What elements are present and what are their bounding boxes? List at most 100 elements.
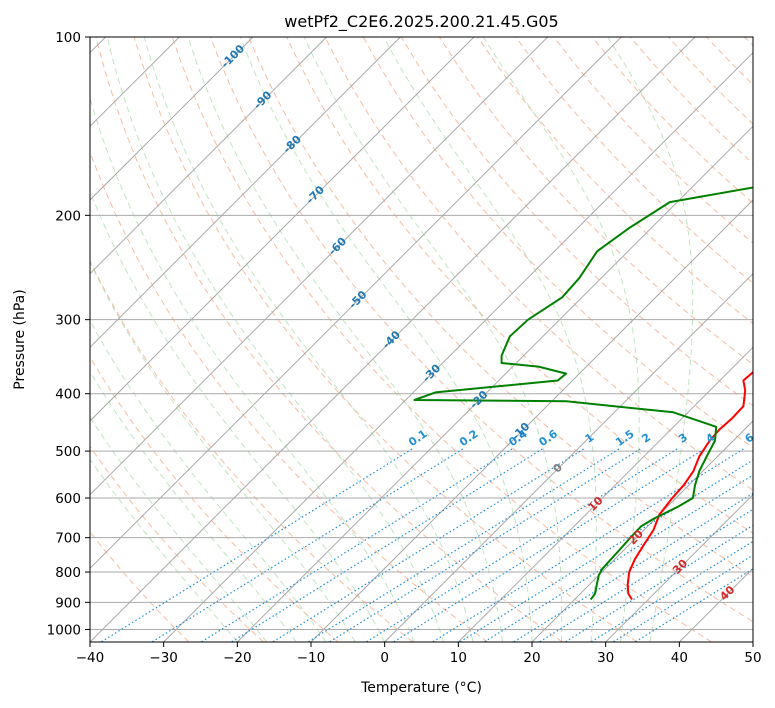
temperature-line — [626, 370, 753, 601]
dry-adiabat — [324, 37, 753, 491]
mixing-ratio-line — [513, 492, 753, 642]
dry-adiabat — [248, 37, 753, 578]
isotherm — [384, 272, 753, 642]
mixing-ratio-line — [612, 554, 753, 642]
x-tick-label: 10 — [450, 650, 467, 666]
mixing-ratio-line — [231, 448, 543, 642]
dry-adiabat — [95, 37, 563, 642]
dry-adiabat — [286, 37, 753, 534]
dry-adiabat — [90, 356, 339, 642]
y-tick-label: 800 — [55, 565, 81, 581]
dry-adiabat — [133, 37, 638, 642]
moist-adiabat — [90, 319, 327, 642]
mixing-ratio-line — [200, 448, 513, 642]
mixing-ratio-line — [634, 568, 753, 642]
mixing-ratio-line — [564, 524, 753, 642]
y-tick-label: 300 — [55, 313, 81, 329]
mixing-ratio-line — [151, 448, 464, 642]
chart-title: wetPf2_C2E6.2025.200.21.45.G05 — [284, 12, 558, 32]
y-tick-label: 700 — [55, 531, 81, 547]
mixing-ratio-label: 1.5 — [613, 427, 636, 449]
dry-adiabat — [90, 150, 488, 642]
isotherm-label: 10 — [586, 494, 606, 514]
isotherm — [605, 493, 753, 642]
x-tick-label: 20 — [523, 650, 540, 666]
dry-adiabat — [438, 37, 753, 366]
isotherm — [236, 125, 753, 642]
y-tick-label: 900 — [55, 595, 81, 611]
y-axis-label: Pressure (hPa) — [12, 289, 28, 389]
series-layer — [413, 186, 753, 601]
dry-adiabat — [90, 259, 414, 642]
dry-adiabat — [515, 37, 753, 284]
isotherm — [90, 37, 696, 642]
moist-adiabat — [90, 370, 297, 642]
moist-adiabat — [143, 37, 474, 642]
background-lines — [90, 37, 753, 642]
mixing-ratio-line — [100, 448, 413, 642]
x-axis-label: Temperature (°C) — [360, 680, 482, 696]
y-tick-label: 400 — [55, 387, 81, 403]
moist-adiabat — [90, 189, 386, 642]
x-tick-label: 50 — [744, 650, 761, 666]
isotherm — [163, 51, 753, 642]
moist-adiabat — [90, 458, 238, 642]
dry-adiabat — [90, 445, 264, 642]
y-tick-label: 600 — [55, 491, 81, 507]
plot-frame — [89, 36, 754, 643]
x-tick-label: −40 — [76, 650, 105, 666]
mixing-ratio-line — [329, 448, 641, 642]
dry-adiabat — [668, 37, 753, 125]
moist-adiabat — [106, 37, 445, 642]
dewpoint-line — [413, 186, 753, 601]
isotherm — [90, 37, 401, 349]
y-tick-label: 100 — [55, 30, 81, 46]
dry-adiabat — [706, 37, 753, 86]
mixing-ratio-label: 8 — [770, 431, 775, 446]
mixing-ratio-line — [432, 448, 744, 642]
x-tick-label: −30 — [149, 650, 178, 666]
mixing-ratio-label: 3 — [676, 431, 690, 446]
mixing-ratio-label: 6 — [743, 430, 757, 445]
line-labels: 0.10.20.40.611.52346810131620253036-100-… — [219, 42, 775, 603]
mixing-ratio-line — [459, 459, 753, 642]
isotherm — [457, 346, 753, 642]
moist-adiabat — [187, 37, 503, 642]
mixing-ratio-line — [483, 474, 753, 642]
mixing-ratio-line — [307, 448, 620, 642]
isotherm — [531, 420, 753, 642]
isotherm — [90, 37, 622, 570]
mixing-ratio-label: 2 — [639, 431, 653, 446]
isotherm — [90, 37, 328, 275]
dry-adiabat — [553, 37, 753, 244]
dry-adiabat — [90, 531, 190, 642]
isotherm — [90, 37, 254, 201]
x-tick-label: 40 — [671, 650, 688, 666]
y-tick-label: 1000 — [47, 622, 81, 638]
dry-adiabat — [171, 37, 712, 642]
moist-adiabat — [90, 260, 356, 642]
mixing-ratio-line — [393, 448, 705, 642]
y-tick-label: 200 — [55, 208, 81, 224]
axes: −40 −30 −20 −10 0 10 20 30 40 5010020030040050060… — [47, 30, 762, 666]
mixing-ratio-label: 0.6 — [537, 427, 561, 449]
moist-adiabat — [90, 416, 268, 642]
mixing-ratio-line — [272, 448, 584, 642]
moist-adiabat — [303, 37, 563, 642]
isotherm — [90, 37, 549, 496]
x-tick-label: −10 — [297, 650, 326, 666]
mixing-ratio-line — [539, 508, 753, 642]
isotherm — [90, 37, 475, 422]
dry-adiabat — [744, 37, 753, 47]
moist-adiabat — [383, 37, 597, 642]
moist-adiabat — [607, 37, 694, 642]
moist-adiabat — [239, 37, 533, 642]
isotherm — [678, 567, 753, 642]
mixing-ratio-label: 0.2 — [457, 427, 480, 449]
x-tick-label: −20 — [223, 650, 252, 666]
isotherm — [310, 199, 753, 642]
mixing-ratio-line — [365, 448, 678, 642]
x-tick-label: 0 — [380, 650, 389, 666]
moist-adiabat — [482, 37, 640, 642]
